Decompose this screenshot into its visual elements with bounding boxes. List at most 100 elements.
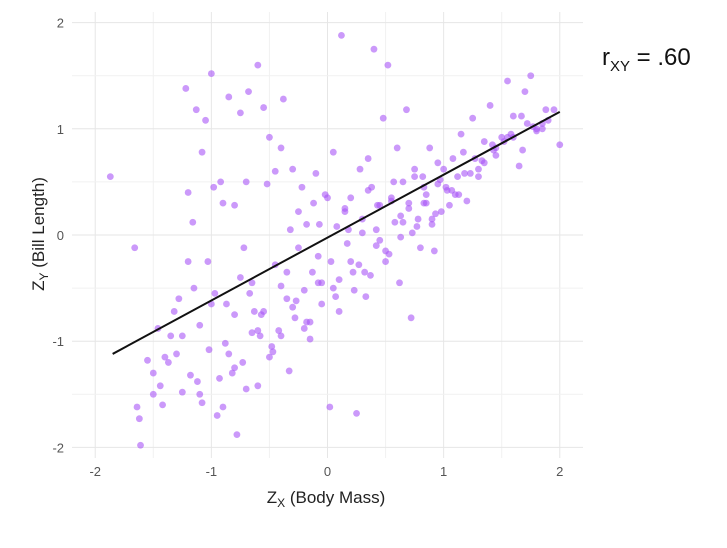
data-points bbox=[106, 31, 564, 449]
data-point bbox=[219, 199, 227, 207]
data-point bbox=[266, 133, 273, 141]
data-point bbox=[420, 199, 428, 207]
data-point bbox=[266, 353, 273, 361]
correlation-annotation: rXY = .60 bbox=[602, 44, 691, 75]
data-point bbox=[405, 205, 413, 212]
data-point bbox=[161, 353, 169, 361]
x-tick-label: 2 bbox=[556, 464, 563, 479]
data-point bbox=[216, 374, 223, 382]
data-point bbox=[225, 350, 233, 358]
data-point bbox=[355, 261, 363, 269]
data-point bbox=[326, 403, 334, 411]
regression-line bbox=[112, 110, 561, 355]
x-tick-label: 0 bbox=[324, 464, 331, 479]
data-point bbox=[314, 279, 322, 287]
data-point bbox=[250, 308, 258, 315]
data-point bbox=[329, 284, 337, 292]
data-point bbox=[277, 282, 285, 290]
data-point bbox=[399, 218, 407, 226]
data-point bbox=[384, 61, 392, 69]
data-point bbox=[405, 199, 413, 207]
data-point bbox=[432, 210, 439, 218]
data-point bbox=[504, 77, 511, 85]
data-point bbox=[430, 247, 438, 255]
x-tick-label: -1 bbox=[206, 464, 218, 479]
data-point bbox=[419, 173, 427, 180]
data-point bbox=[518, 112, 525, 120]
data-point bbox=[184, 189, 192, 196]
data-point bbox=[413, 223, 421, 230]
data-point bbox=[300, 286, 308, 294]
data-point bbox=[271, 167, 279, 175]
data-point bbox=[242, 385, 250, 393]
data-point bbox=[254, 382, 262, 390]
data-point bbox=[205, 346, 213, 354]
y-tick-label: -2 bbox=[52, 440, 64, 455]
data-point bbox=[231, 364, 238, 372]
data-point bbox=[542, 106, 550, 114]
data-point bbox=[403, 106, 410, 114]
data-point bbox=[182, 85, 190, 92]
data-point bbox=[225, 93, 233, 101]
data-point bbox=[397, 233, 405, 241]
data-point bbox=[347, 194, 355, 202]
y-tick-label: -1 bbox=[52, 334, 64, 349]
x-axis-ticks: -2 -1 0 1 2 bbox=[89, 464, 563, 479]
data-point bbox=[303, 220, 310, 228]
data-point bbox=[194, 378, 201, 385]
data-point bbox=[246, 290, 254, 297]
data-point bbox=[204, 258, 212, 265]
data-point bbox=[374, 201, 381, 209]
data-point bbox=[228, 369, 236, 377]
data-point bbox=[507, 130, 515, 138]
data-point bbox=[385, 250, 393, 258]
data-point bbox=[364, 187, 372, 194]
data-point bbox=[428, 220, 436, 228]
data-point bbox=[245, 88, 252, 96]
data-point bbox=[289, 303, 297, 311]
data-point bbox=[417, 244, 424, 252]
data-point bbox=[202, 116, 209, 124]
data-point bbox=[178, 388, 186, 396]
data-point bbox=[106, 173, 114, 180]
data-point bbox=[196, 321, 204, 329]
data-point bbox=[135, 415, 143, 423]
data-point bbox=[353, 410, 360, 417]
data-point bbox=[295, 208, 302, 216]
data-point bbox=[279, 95, 287, 103]
data-point bbox=[372, 242, 380, 250]
data-point bbox=[248, 279, 256, 287]
data-point bbox=[411, 173, 419, 180]
data-point bbox=[361, 268, 369, 276]
data-point bbox=[390, 178, 398, 186]
data-point bbox=[277, 332, 285, 340]
x-tick-label: -2 bbox=[89, 464, 101, 479]
data-point bbox=[269, 348, 277, 356]
data-point bbox=[399, 178, 407, 186]
data-point bbox=[260, 104, 268, 111]
data-point bbox=[144, 356, 151, 364]
data-point bbox=[285, 367, 293, 375]
data-point bbox=[475, 165, 482, 173]
data-point bbox=[349, 268, 357, 276]
y-tick-label: 2 bbox=[57, 16, 64, 31]
data-point bbox=[211, 290, 219, 297]
y-axis-title: ZY (Bill Length) bbox=[29, 177, 51, 291]
data-point bbox=[303, 318, 310, 326]
data-point bbox=[207, 70, 215, 77]
data-point bbox=[486, 102, 494, 109]
data-point bbox=[187, 371, 194, 379]
data-point bbox=[338, 31, 345, 39]
data-point bbox=[459, 148, 467, 156]
data-point bbox=[457, 130, 465, 138]
data-point bbox=[434, 159, 442, 167]
data-point bbox=[289, 165, 297, 173]
data-point bbox=[192, 106, 200, 114]
data-point bbox=[414, 215, 422, 223]
data-point bbox=[295, 244, 302, 252]
data-point bbox=[461, 170, 468, 177]
data-point bbox=[263, 180, 271, 188]
data-point bbox=[370, 45, 378, 53]
data-point bbox=[292, 297, 300, 305]
